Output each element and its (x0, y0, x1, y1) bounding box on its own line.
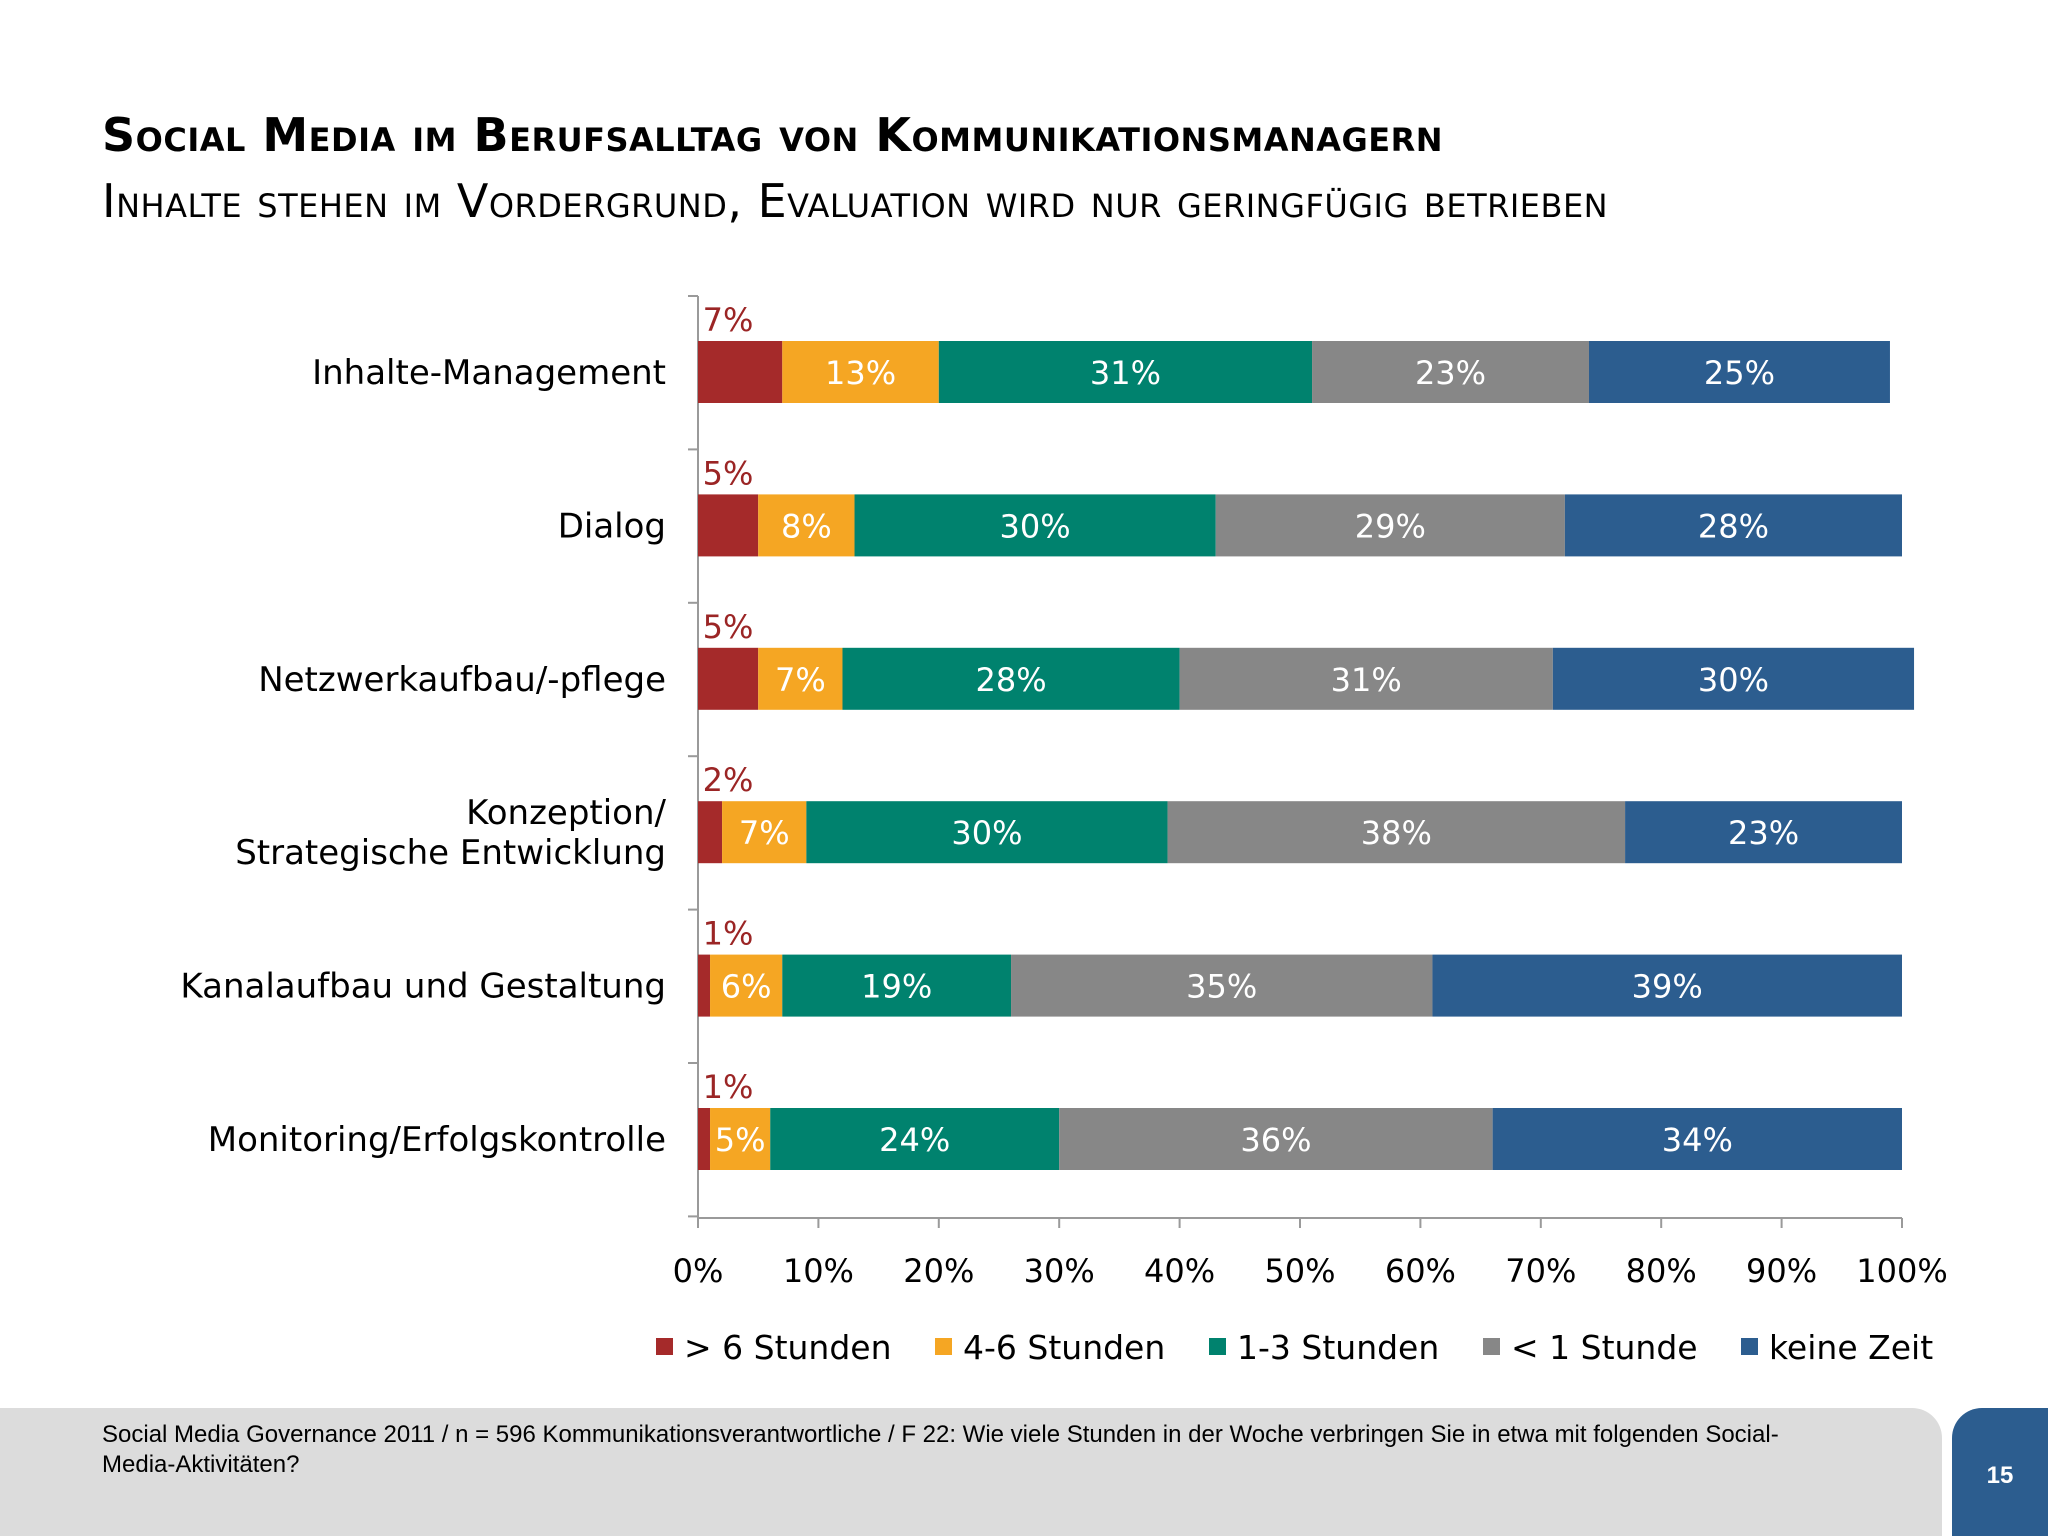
stacked-bar-chart: Inhalte-Management 7% 13% 31% 23% 25% Dialog 5%… (180, 295, 1948, 1367)
bar-segment (938, 341, 1313, 403)
legend-swatch (1741, 1338, 1758, 1355)
x-tick-label: 70% (1505, 1252, 1576, 1290)
x-tick-label: 60% (1385, 1252, 1456, 1290)
x-tick-label: 50% (1264, 1252, 1335, 1290)
data-label: 23% (1728, 814, 1799, 852)
legend-swatch (935, 1338, 952, 1355)
data-label: 35% (1186, 968, 1257, 1006)
x-tick-label: 90% (1746, 1252, 1817, 1290)
category-label: Inhalte-Management (312, 353, 666, 393)
x-tick-label: 10% (783, 1252, 854, 1290)
data-label: 39% (1632, 968, 1703, 1006)
data-label: 8% (781, 507, 832, 545)
legend-label: keine Zeit (1769, 1328, 1933, 1367)
data-label: 5% (703, 454, 754, 492)
legend-label: 1-3 Stunden (1237, 1328, 1439, 1367)
data-label: 6% (721, 968, 772, 1006)
category-label: Konzeption/Strategische Entwicklung (235, 793, 666, 873)
data-label: 38% (1361, 814, 1432, 852)
data-label: 7% (775, 661, 826, 699)
chart-axes (688, 295, 1902, 1219)
bar-segment (698, 1108, 711, 1170)
bar-segment (842, 647, 1180, 710)
bar-segment (1432, 954, 1902, 1017)
bar-segment (1552, 647, 1915, 710)
bar-segment (1588, 341, 1890, 403)
footer-note: Social Media Governance 2011 / n = 596 K… (102, 1421, 1779, 1478)
bar-segment (758, 494, 855, 557)
category-label: Kanalaufbau und Gestaltung (180, 967, 666, 1007)
data-label: 1% (703, 1068, 754, 1106)
legend-label: 4-6 Stunden (963, 1328, 1165, 1367)
data-label: 2% (703, 761, 754, 799)
bar-segment (1179, 647, 1553, 710)
data-label: 5% (703, 608, 754, 646)
data-label: 30% (951, 814, 1022, 852)
data-label: 30% (1000, 507, 1071, 545)
category-label: Netzwerkaufbau/-pflege (258, 660, 666, 700)
data-label: 28% (975, 661, 1046, 699)
category-label: Dialog (558, 506, 666, 546)
slide-subtitle: Inhalte stehen im Vordergrund, Evaluatio… (102, 174, 1609, 228)
bar-segment (806, 801, 1168, 864)
page-number-box (1952, 1408, 2048, 1536)
chart-legend: > 6 Stunden 4-6 Stunden 1-3 Stunden < 1 Stu… (656, 1328, 1933, 1367)
x-tick-label: 20% (903, 1252, 974, 1290)
bar-segment (722, 801, 807, 864)
bar-segment (758, 647, 843, 710)
x-axis-ticks: 0% 10% 20% 30% 40% 50% 60% 70% 80% 90% 100% (673, 1218, 1948, 1290)
bar-segment (1492, 1108, 1902, 1170)
bar-segment (782, 341, 939, 403)
x-tick-label: 0% (673, 1252, 724, 1290)
bar-segment (710, 1108, 771, 1170)
legend-swatch (1209, 1338, 1226, 1355)
bar-segment (698, 954, 711, 1017)
bar-segment (698, 341, 783, 403)
bar-segment (698, 494, 759, 557)
x-tick-label: 100% (1856, 1252, 1947, 1290)
footer-bar (0, 1408, 1942, 1536)
data-label: 23% (1415, 354, 1486, 392)
data-label: 34% (1662, 1121, 1733, 1159)
x-tick-label: 80% (1626, 1252, 1697, 1290)
chart-bars: Inhalte-Management 7% 13% 31% 23% 25% Dialog 5%… (180, 301, 1915, 1170)
bar-segment (1059, 1108, 1493, 1170)
legend-swatch (656, 1338, 673, 1355)
data-label: 13% (825, 354, 896, 392)
bar-segment (1312, 341, 1589, 403)
data-label: 19% (861, 968, 932, 1006)
x-tick-label: 40% (1144, 1252, 1215, 1290)
bar-segment (710, 954, 783, 1017)
slide-title: Social Media im Berufsalltag von Kommuni… (102, 108, 1444, 162)
data-label: 5% (715, 1121, 766, 1159)
bar-segment (1011, 954, 1433, 1017)
data-label: 24% (879, 1121, 950, 1159)
data-label: 30% (1698, 661, 1769, 699)
data-label: 7% (739, 814, 790, 852)
x-tick-label: 30% (1024, 1252, 1095, 1290)
bar-segment (1215, 494, 1565, 557)
bar-segment (698, 647, 759, 710)
bar-segment (770, 1108, 1060, 1170)
page-number: 15 (1986, 1462, 2014, 1489)
data-label: 29% (1355, 507, 1426, 545)
data-label: 31% (1331, 661, 1402, 699)
bar-segment (782, 954, 1012, 1017)
bar-segment (1167, 801, 1626, 864)
bar-segment (1625, 801, 1902, 864)
legend-label: < 1 Stunde (1511, 1328, 1698, 1367)
legend-swatch (1483, 1338, 1500, 1355)
bar-segment (698, 801, 723, 864)
bar-segment (854, 494, 1216, 557)
data-label: 25% (1704, 354, 1775, 392)
data-label: 28% (1698, 507, 1769, 545)
bar-segment (1564, 494, 1902, 557)
data-label: 36% (1240, 1121, 1311, 1159)
legend-label: > 6 Stunden (684, 1328, 892, 1367)
data-label: 7% (703, 301, 754, 339)
data-label: 1% (703, 915, 754, 953)
category-label: Monitoring/Erfolgskontrolle (208, 1120, 666, 1160)
data-label: 31% (1090, 354, 1161, 392)
